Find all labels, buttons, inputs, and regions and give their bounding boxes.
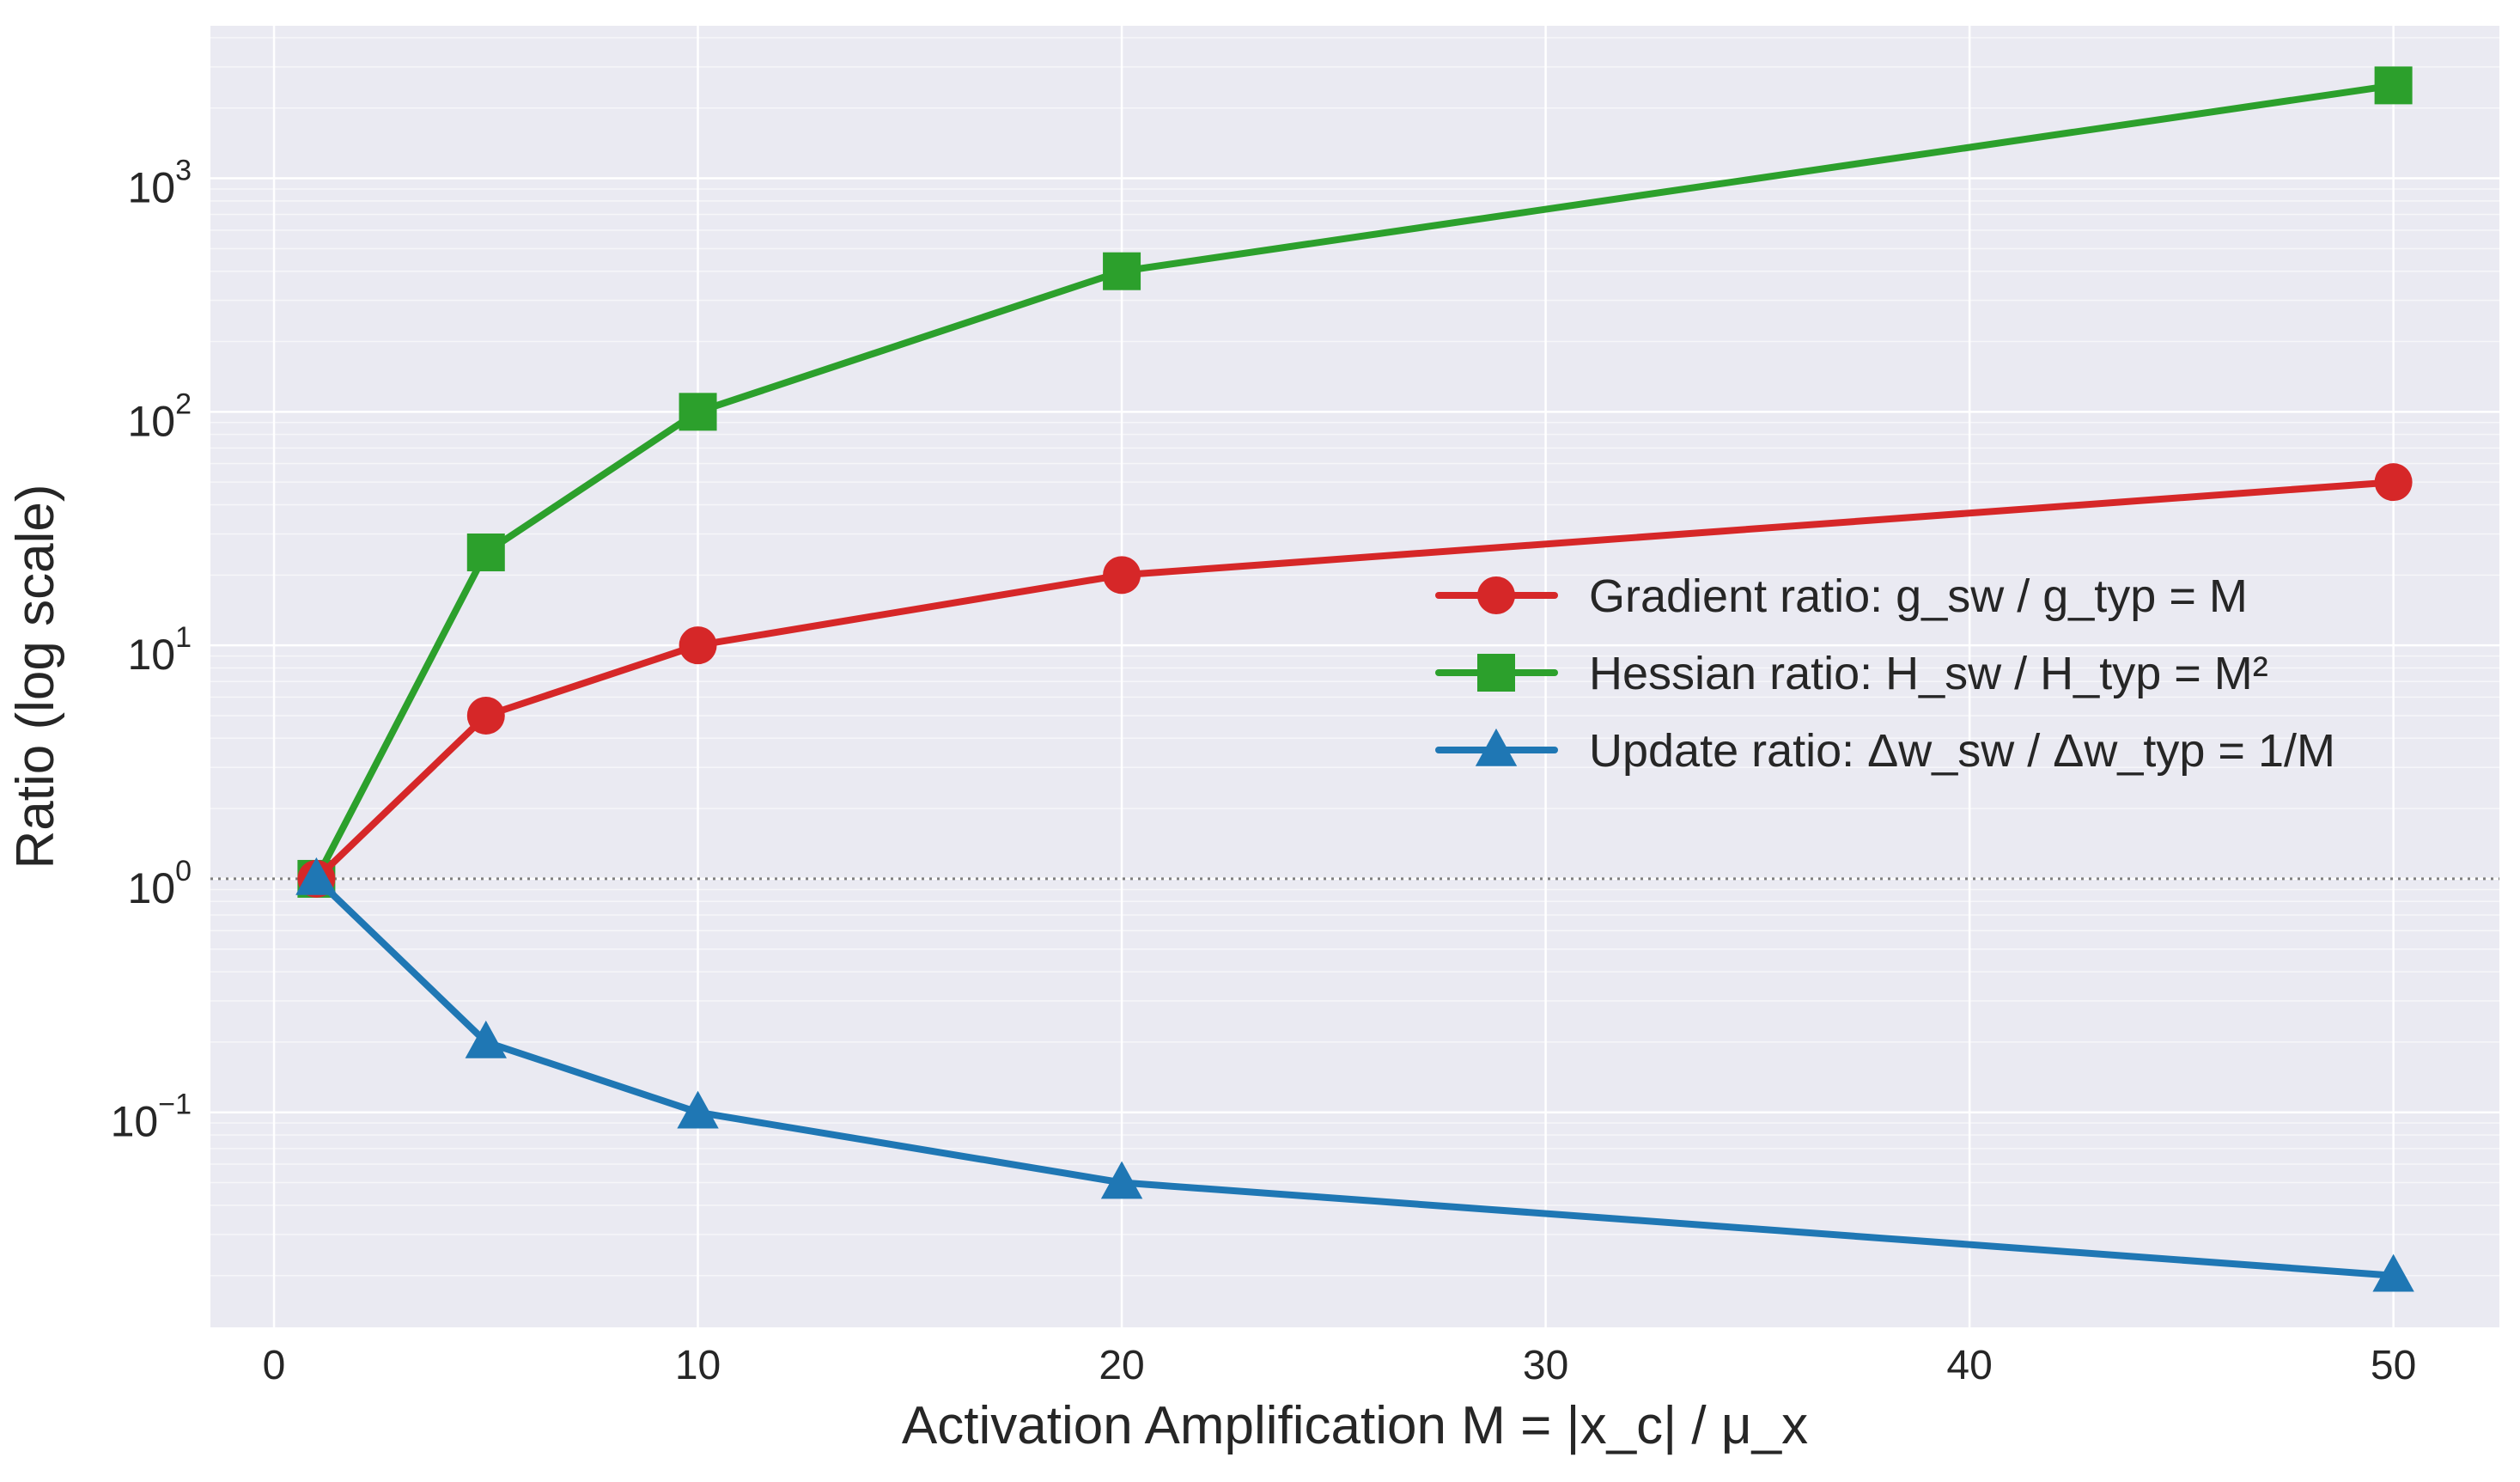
y-tick-label: 100 bbox=[127, 855, 192, 912]
x-tick-label: 0 bbox=[263, 1343, 286, 1388]
data-point bbox=[679, 393, 717, 431]
legend-item: Update ratio: Δw_sw / Δw_typ = 1/M bbox=[1435, 725, 2335, 777]
x-tick-label: 10 bbox=[675, 1343, 721, 1388]
x-axis-label: Activation Amplification M = |x_c| / μ_x bbox=[902, 1396, 1808, 1455]
data-point bbox=[1100, 1161, 1143, 1199]
x-tick-label: 50 bbox=[2371, 1343, 2416, 1388]
legend-label: Update ratio: Δw_sw / Δw_typ = 1/M bbox=[1589, 725, 2335, 777]
legend: Gradient ratio: g_sw / g_typ = M Hessian … bbox=[1435, 570, 2335, 777]
minor-grid bbox=[210, 37, 2499, 1277]
data-point bbox=[465, 1020, 507, 1058]
plot-area bbox=[210, 26, 2499, 1327]
x-tick-label: 40 bbox=[1946, 1343, 1992, 1388]
legend-marker bbox=[1477, 576, 1515, 614]
x-tick-labels: 0 10 20 30 40 50 bbox=[263, 1343, 2417, 1388]
data-point bbox=[1103, 252, 1141, 290]
x-tick-label: 20 bbox=[1099, 1343, 1144, 1388]
data-point bbox=[2374, 66, 2413, 105]
y-tick-labels: 10−1 100 101 102 103 bbox=[111, 155, 192, 1146]
data-point bbox=[679, 626, 717, 665]
y-tick-label: 10−1 bbox=[111, 1089, 192, 1146]
legend-item: Hessian ratio: H_sw / H_typ = M² bbox=[1435, 648, 2268, 699]
series-triangle bbox=[295, 857, 2414, 1292]
data-point bbox=[677, 1090, 719, 1129]
data-point bbox=[2372, 1253, 2414, 1292]
y-tick-label: 101 bbox=[127, 621, 192, 679]
legend-item: Gradient ratio: g_sw / g_typ = M bbox=[1435, 570, 2248, 622]
legend-marker bbox=[1477, 654, 1515, 692]
data-point bbox=[295, 857, 338, 895]
data-point bbox=[466, 696, 505, 735]
legend-marker bbox=[1475, 728, 1518, 766]
data-point bbox=[2374, 463, 2413, 502]
y-tick-label: 103 bbox=[127, 155, 192, 212]
data-point bbox=[466, 533, 505, 571]
legend-label: Gradient ratio: g_sw / g_typ = M bbox=[1589, 570, 2248, 622]
data-point bbox=[1103, 556, 1141, 595]
x-tick-label: 30 bbox=[1523, 1343, 1568, 1388]
y-axis-label: Ratio (log scale) bbox=[6, 485, 65, 869]
y-tick-label: 102 bbox=[127, 387, 192, 445]
legend-label: Hessian ratio: H_sw / H_typ = M² bbox=[1589, 648, 2268, 699]
series-layer bbox=[295, 66, 2414, 1292]
